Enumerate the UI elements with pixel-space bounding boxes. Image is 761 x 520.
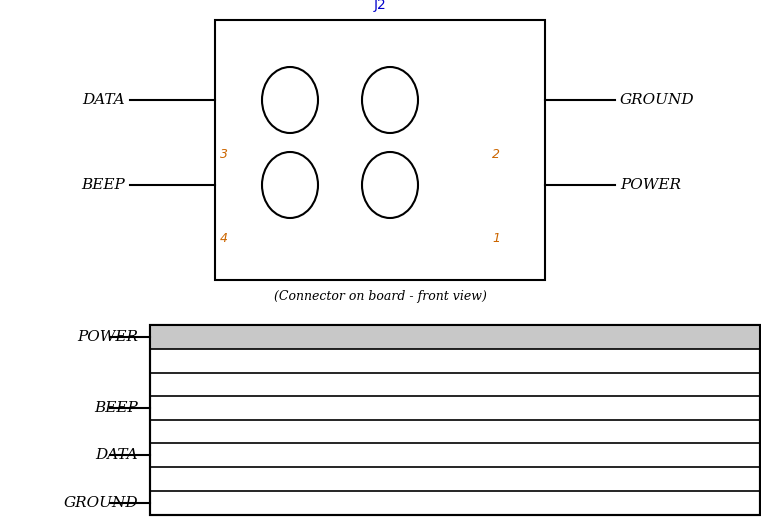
Text: J2: J2 (374, 0, 387, 12)
Text: POWER: POWER (620, 178, 681, 192)
Text: DATA: DATA (82, 93, 125, 107)
Text: 2: 2 (492, 148, 500, 161)
Ellipse shape (362, 67, 418, 133)
Bar (215, 20, 545, 280)
Text: 4: 4 (220, 232, 228, 245)
Text: BEEP: BEEP (94, 401, 138, 415)
Text: POWER: POWER (77, 330, 138, 344)
Text: GROUND: GROUND (620, 93, 695, 107)
Text: (Connector on board - front view): (Connector on board - front view) (273, 290, 486, 303)
Ellipse shape (362, 152, 418, 218)
Bar (150, 325, 760, 349)
Text: 1: 1 (492, 232, 500, 245)
Bar (150, 325, 760, 515)
Ellipse shape (262, 67, 318, 133)
Bar (150, 325, 760, 515)
Text: BEEP: BEEP (81, 178, 125, 192)
Ellipse shape (262, 152, 318, 218)
Text: GROUND: GROUND (63, 496, 138, 510)
Text: DATA: DATA (95, 448, 138, 462)
Text: 3: 3 (220, 148, 228, 161)
